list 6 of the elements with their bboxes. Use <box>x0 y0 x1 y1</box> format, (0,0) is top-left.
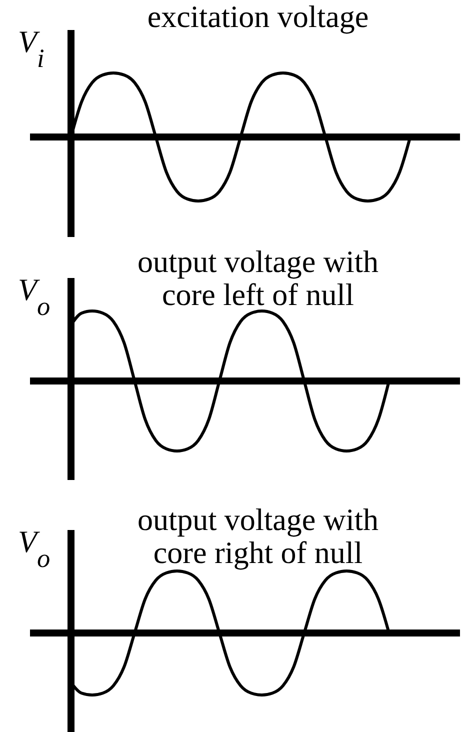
chart-title: output voltage with core left of null <box>137 244 380 312</box>
chart-title: output voltage with core right of null <box>137 502 380 570</box>
y-axis-title: V$_{i}$ <box>18 24 44 72</box>
chart-title: excitation voltage <box>147 0 369 34</box>
y-axis-title: V$_{o}$ <box>18 524 50 572</box>
y-axis-title: V$_{o}$ <box>18 272 50 320</box>
